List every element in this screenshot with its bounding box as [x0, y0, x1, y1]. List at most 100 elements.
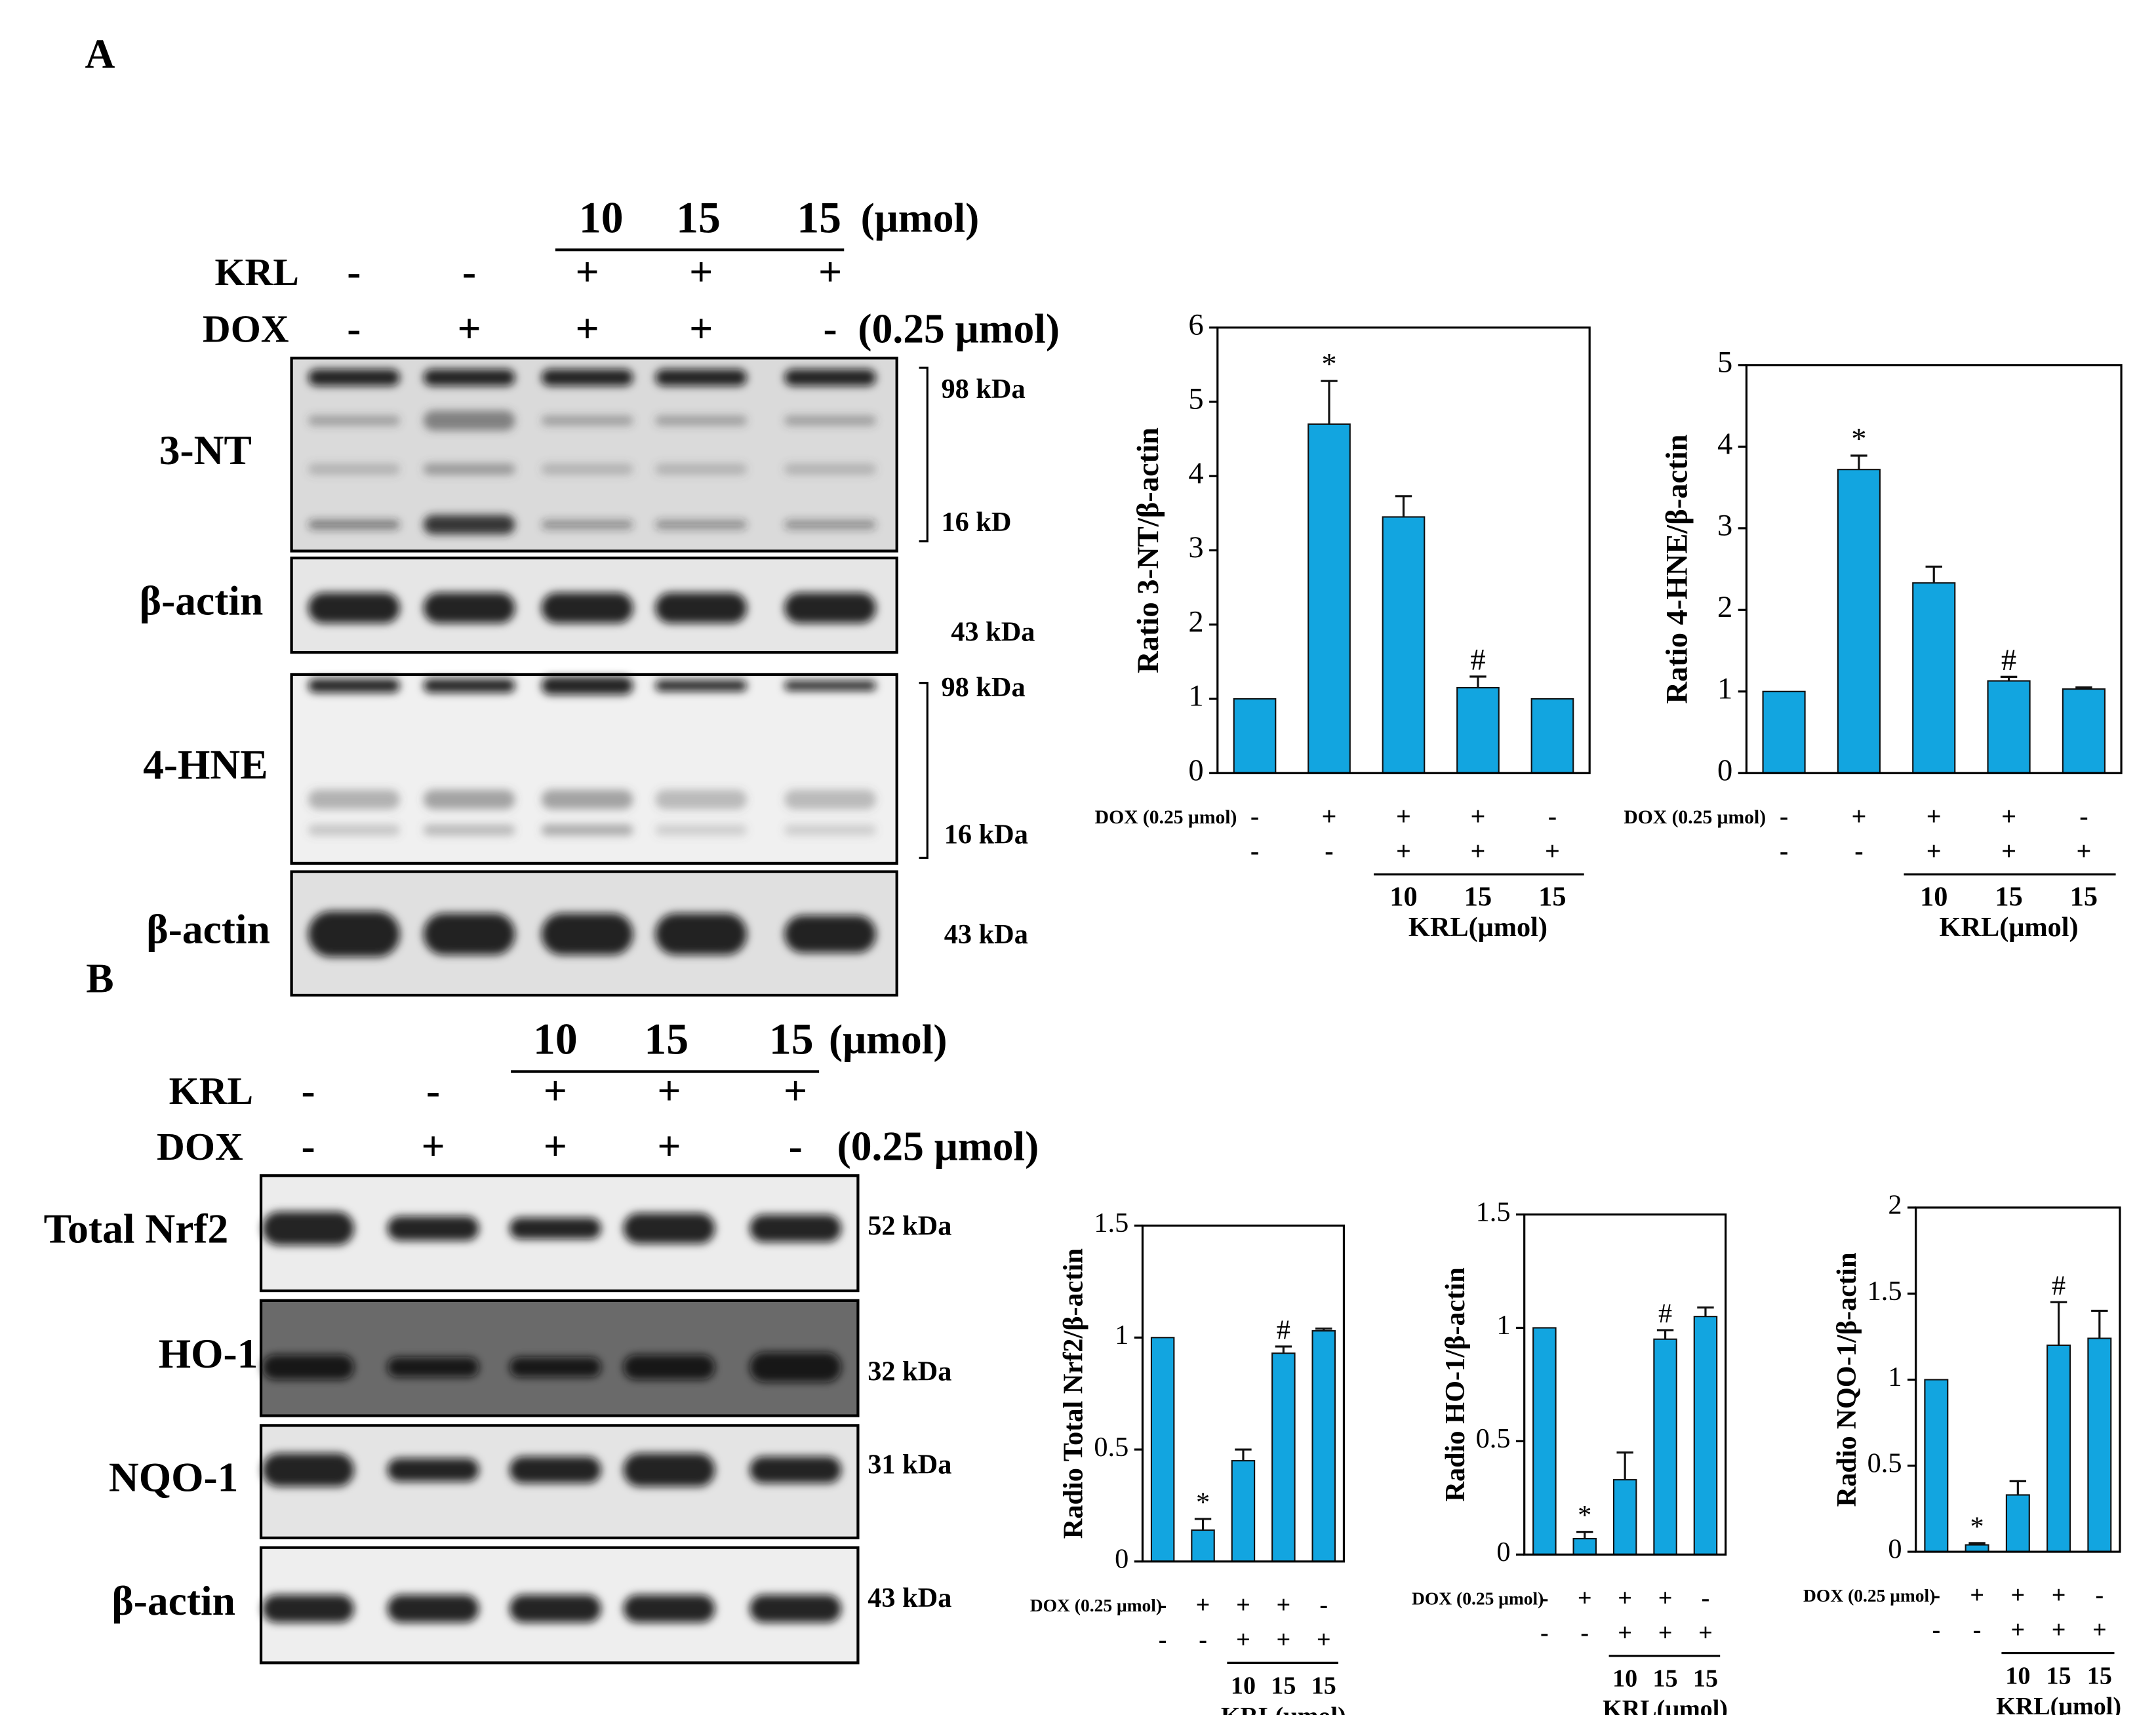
band — [423, 410, 515, 431]
band — [308, 593, 400, 623]
band — [655, 519, 748, 530]
significance-mark: # — [1470, 644, 1485, 677]
y-tick-label: 0.5 — [1476, 1423, 1511, 1454]
band — [387, 1594, 479, 1623]
krl-sign: - — [1932, 1617, 1941, 1644]
error-bar — [1395, 495, 1412, 517]
band — [308, 679, 400, 693]
dose-label: 10 — [1612, 1665, 1637, 1693]
error-bar — [2075, 686, 2092, 690]
krl-sign: - — [1159, 1626, 1167, 1653]
significance-mark: # — [1658, 1298, 1672, 1329]
dose-label: 15 — [797, 193, 841, 242]
bar — [1532, 1327, 1557, 1556]
blot-bands — [308, 911, 876, 957]
dox-label: DOX (0.25 μmol) — [1095, 807, 1237, 828]
error-bar — [1697, 1306, 1714, 1317]
dose-label: 15 — [676, 193, 721, 242]
dose-label: 10 — [533, 1015, 578, 1064]
band — [784, 519, 876, 530]
band — [541, 824, 633, 836]
y-tick-label: 2 — [1717, 591, 1732, 624]
band — [655, 463, 748, 475]
plot-frame — [1523, 1213, 1727, 1556]
dox-sign: + — [1658, 1585, 1673, 1612]
y-axis-label: Radio NQO-1/β-actin — [1831, 1253, 1862, 1507]
dox-unit: (0.25 μmol) — [858, 306, 1060, 352]
significance-mark: * — [1851, 423, 1866, 456]
significance-mark: * — [1970, 1511, 1984, 1542]
krl-label: KRL(μmol) — [1940, 912, 2079, 943]
band — [308, 369, 400, 386]
band — [541, 369, 633, 386]
y-tick-label: 2 — [1188, 605, 1203, 639]
dox-label: DOX (0.25 μmol) — [1803, 1585, 1935, 1606]
band — [423, 369, 515, 386]
dox-sign: + — [2001, 801, 2016, 831]
size-marker: 52 kDa — [868, 1210, 951, 1241]
error-bar — [1576, 1531, 1593, 1539]
band — [541, 519, 633, 530]
band — [655, 415, 748, 426]
dox-sign: + — [657, 1123, 681, 1170]
size-marker: 43 kDa — [868, 1583, 951, 1613]
bar — [1653, 1338, 1677, 1556]
y-tick-label: 4 — [1717, 427, 1732, 461]
y-tick-label: 1 — [1188, 680, 1203, 713]
band — [308, 911, 400, 957]
dose-label: 10 — [2005, 1662, 2030, 1689]
y-tick-label: 0 — [1496, 1537, 1510, 1567]
band — [655, 789, 748, 810]
band — [541, 913, 633, 955]
significance-mark: # — [1277, 1314, 1290, 1345]
band — [541, 789, 633, 810]
error-bar — [2091, 1309, 2108, 1339]
bar — [1837, 469, 1881, 774]
band — [387, 1357, 479, 1377]
band — [784, 680, 876, 691]
plot-frame — [1745, 364, 2123, 774]
dox-sign: - — [1250, 801, 1259, 831]
dox-sign: + — [1396, 801, 1411, 831]
dox-sign: - — [1540, 1585, 1549, 1612]
krl-sign: - — [347, 248, 361, 295]
dox-sign: + — [1851, 801, 1866, 831]
error-bar — [2050, 1301, 2067, 1345]
band — [423, 824, 515, 836]
y-tick-label: 1.5 — [1476, 1196, 1511, 1227]
band — [749, 1594, 842, 1623]
krl-sign: + — [544, 1067, 567, 1114]
dox-sign: + — [458, 306, 481, 352]
significance-mark: * — [1196, 1487, 1210, 1518]
band — [423, 789, 515, 810]
error-bar — [1616, 1451, 1633, 1480]
y-tick-label: 0 — [1888, 1534, 1902, 1565]
error-bar — [1194, 1518, 1212, 1531]
error-bar — [1968, 1542, 1986, 1545]
y-tick-label: 5 — [1717, 346, 1732, 380]
krl-sign: + — [689, 248, 713, 295]
error-bar — [2000, 675, 2018, 681]
dox-sign: + — [1618, 1585, 1632, 1612]
dose-label: 10 — [1920, 882, 1947, 913]
y-axis-label: Ratio 3-NT/β-actin — [1132, 427, 1165, 673]
band — [749, 1352, 842, 1383]
krl-sign: - — [1540, 1619, 1549, 1647]
dox-sign: - — [1548, 801, 1557, 831]
band — [784, 915, 876, 953]
band — [509, 1456, 601, 1484]
band — [655, 913, 748, 955]
band — [541, 415, 633, 426]
band — [509, 1357, 601, 1377]
row-label: HO-1 — [159, 1330, 258, 1377]
dose-label: 15 — [1271, 1672, 1296, 1699]
krl-label: KRL(μmol) — [1996, 1693, 2121, 1715]
bar — [2062, 688, 2106, 774]
dose-label: 15 — [2070, 882, 2098, 913]
y-axis-label: Radio HO-1/β-actin — [1440, 1267, 1471, 1501]
dox-sign: + — [1578, 1585, 1592, 1612]
krl-sign: - — [1250, 836, 1259, 865]
band — [262, 1354, 354, 1380]
dox-sign: - — [2095, 1582, 2104, 1609]
krl-sign: + — [2010, 1617, 2025, 1644]
